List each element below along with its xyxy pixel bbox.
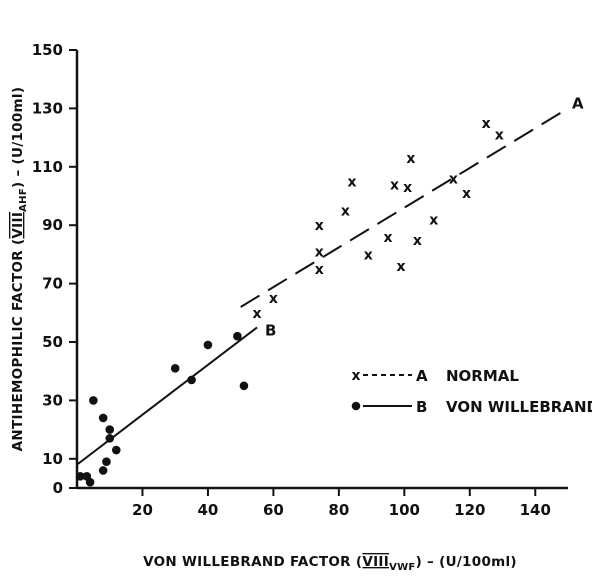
legend-letter: A	[416, 367, 428, 385]
normal-point: x	[449, 171, 458, 187]
normal-point: x	[403, 180, 412, 196]
von-willebrand-point	[98, 466, 108, 475]
legend-label: VON WILLEBRAND'S	[446, 398, 592, 416]
von-willebrand-point	[111, 445, 121, 455]
x-axis-title: VON WILLEBRAND FACTOR (VIIIVWF) – (U/100…	[143, 554, 517, 573]
axis-title-part: VON WILLEBRAND FACTOR (	[143, 554, 362, 570]
normal-point: x	[269, 291, 278, 307]
y-tick-label: 50	[42, 333, 63, 351]
x-tick-label: 40	[197, 501, 218, 519]
y-tick-label: 150	[32, 41, 63, 59]
normal-point: x	[341, 204, 350, 220]
axes	[75, 50, 568, 490]
normal-point: x	[482, 116, 491, 132]
fit-lines	[76, 107, 569, 466]
normal-point: x	[383, 230, 392, 246]
axis-title-part: VIII	[10, 212, 26, 239]
von-willebrand-point	[239, 381, 249, 391]
normal-point: x	[315, 244, 324, 260]
legend-label: NORMAL	[446, 367, 519, 385]
von-willebrand-point	[105, 425, 115, 434]
axis-title-part: VWF	[389, 562, 416, 573]
normal-point: x	[315, 218, 324, 234]
von-willebrand-point	[85, 477, 95, 487]
y-tick-label: 0	[53, 479, 63, 497]
von-willebrand-point	[75, 472, 85, 481]
x-marker-icon: x	[351, 368, 360, 384]
normal-point: x	[315, 262, 324, 278]
fit-line-b	[76, 326, 258, 466]
normal-point: x	[390, 177, 399, 193]
x-tick-label: 100	[389, 501, 420, 519]
x-tick-label: 80	[328, 501, 349, 519]
x-tick-label: 140	[520, 501, 551, 519]
axis-title-part: ) – (U/100ml)	[10, 87, 26, 188]
axis-title-part: ) – (U/100ml)	[416, 554, 517, 570]
normal-point: x	[253, 306, 262, 322]
von-willebrand-point	[203, 340, 213, 350]
x-tick-label: 20	[132, 501, 153, 519]
von-willebrand-point	[233, 331, 242, 341]
normal-point: x	[397, 259, 406, 275]
axis-title-part: VIII	[362, 554, 389, 570]
axis-title-part: AHF	[18, 188, 29, 212]
von-willebrand-point	[89, 396, 98, 405]
y-tick-label: 30	[42, 391, 63, 409]
x-tick-label: 120	[454, 501, 485, 519]
normal-point: x	[413, 233, 422, 249]
legend-item-a: x A NORMAL	[351, 367, 519, 385]
fit-line-a	[240, 107, 569, 308]
normal-point: x	[406, 151, 415, 167]
legend: x A NORMAL B VON WILLEBRAND'S	[351, 367, 592, 416]
von-willebrand-point	[105, 434, 115, 443]
axis-titles: VON WILLEBRAND FACTOR (VIIIVWF) – (U/100…	[10, 87, 517, 573]
y-tick-label: 70	[42, 275, 63, 293]
von-willebrand-point	[98, 413, 108, 423]
y-tick-label: 110	[32, 158, 63, 176]
normal-point: x	[462, 186, 471, 202]
y-tick-label: 90	[42, 216, 63, 234]
line-label-b: B	[265, 321, 276, 339]
normal-point: x	[429, 212, 438, 228]
dot-marker-icon	[351, 401, 361, 411]
y-axis-title: ANTIHEMOPHILIC FACTOR (VIIIAHF) – (U/100…	[10, 87, 29, 452]
line-label-a: A	[572, 94, 584, 112]
y-tick-label: 10	[42, 450, 63, 468]
von-willebrand-point	[102, 457, 111, 467]
legend-letter: B	[416, 398, 427, 416]
y-tick-label: 130	[32, 99, 63, 117]
line-labels: AB	[265, 94, 584, 339]
normal-point: x	[495, 128, 504, 144]
normal-point: x	[347, 174, 356, 190]
normal-point: x	[364, 247, 373, 263]
ticks: 0 10 30 50 70 90 110 130 150 20 40 60 80 100 120 140	[32, 41, 551, 519]
x-tick-label: 60	[263, 501, 284, 519]
von-willebrand-point	[187, 375, 196, 385]
von-willebrand-point	[170, 363, 180, 373]
legend-item-b: B VON WILLEBRAND'S	[351, 398, 592, 416]
axis-title-part: ANTIHEMOPHILIC FACTOR (	[10, 239, 26, 452]
